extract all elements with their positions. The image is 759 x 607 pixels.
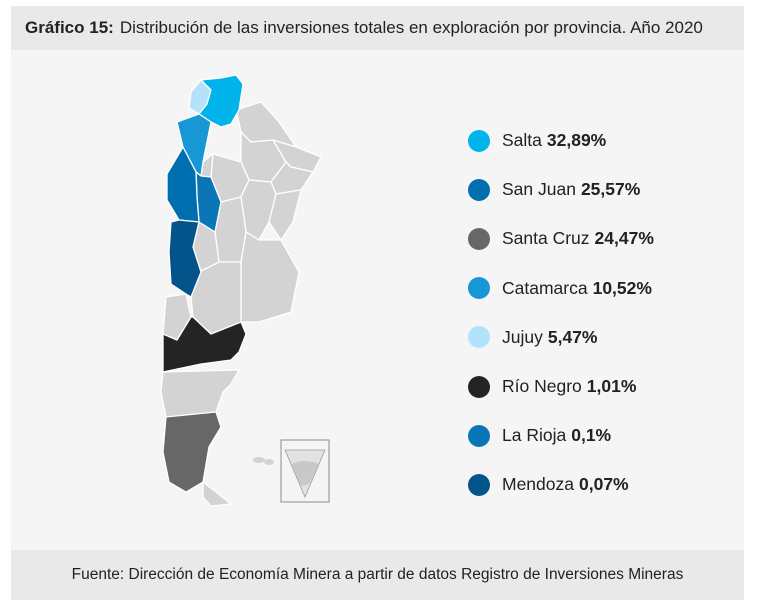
province-buenos-aires [240,231,300,323]
malvinas-islands [253,457,265,463]
chart-title: Distribución de las inversiones totales … [119,18,703,37]
legend-value: 25,57% [580,179,641,200]
malvinas-islands-east [264,459,274,465]
antarctica-inset-land [291,461,319,486]
legend-value: 0,07% [579,474,629,495]
legend-item: Santa Cruz 24,47% [468,214,654,263]
province-mendoza [168,219,202,298]
legend-swatch [468,129,490,152]
legend-value: 32,89% [546,130,607,151]
legend-item: San Juan 25,57% [468,165,654,214]
legend-swatch [468,473,490,496]
legend-item: Río Negro 1,01% [468,362,654,411]
province-entre-rios [268,189,302,241]
legend-item: La Rioja 0,1% [468,411,654,460]
legend-province: Salta [502,130,542,151]
province-chubut [160,369,240,418]
legend-swatch [468,178,490,201]
province-salta [198,74,244,128]
chart-number: Gráfico 15: [25,18,114,37]
source-text: Fuente: Dirección de Economía Minera a p… [71,566,684,583]
province-tierra-del-fuego [202,481,232,507]
legend-province: Jujuy [502,326,543,347]
legend-value: 24,47% [594,228,654,249]
legend-item: Catamarca 10,52% [468,264,654,313]
province-rio-negro [162,316,247,373]
legend-swatch [468,375,490,398]
province-san-juan [166,146,200,223]
legend-swatch [468,326,490,349]
legend-province: La Rioja [502,425,567,446]
legend-province: Catamarca [502,277,588,298]
legend-value: 10,52% [592,277,652,298]
legend-swatch [468,277,490,300]
province-santa-cruz [162,411,222,493]
legend: Salta 32,89% San Juan 25,57% Santa Cruz 24,47… [468,116,654,510]
source-note: Fuente: Dirección de Economía Minera a p… [11,550,744,600]
legend-value: 0,1% [571,425,612,446]
legend-province: Río Negro [502,376,582,397]
antarctica-inset-frame [280,439,330,503]
legend-value: 1,01% [586,376,637,397]
legend-province: Santa Cruz [502,228,590,249]
legend-value: 5,47% [547,326,598,347]
legend-item: Salta 32,89% [468,116,654,165]
legend-province: Mendoza [502,474,574,495]
legend-item: Mendoza 0,07% [468,460,654,509]
legend-swatch [468,424,490,447]
map-panel: Salta 32,89% San Juan 25,57% Santa Cruz 24,47… [11,50,744,550]
legend-item: Jujuy 5,47% [468,313,654,362]
legend-province: San Juan [502,179,576,200]
legend-swatch [468,227,490,250]
argentina-map [160,74,330,507]
chart-header: Gráfico 15: Distribución de las inversio… [11,6,744,50]
